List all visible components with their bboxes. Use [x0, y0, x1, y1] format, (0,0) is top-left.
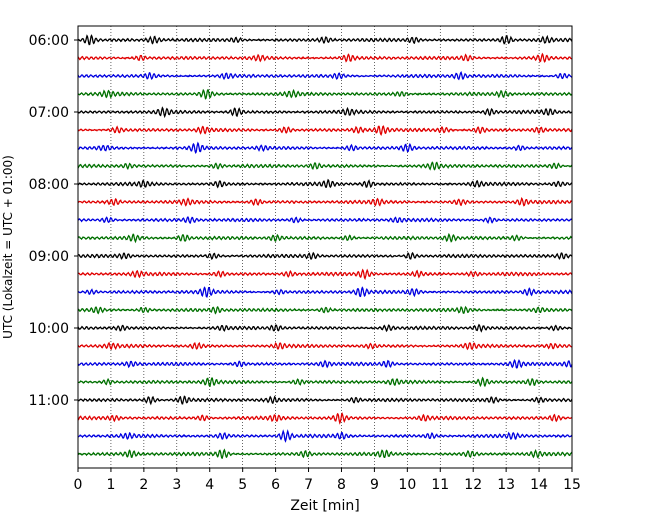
x-tick-label: 10 — [398, 477, 416, 493]
seismic-traces — [77, 34, 573, 459]
trace-line — [77, 359, 573, 369]
trace-line — [77, 141, 573, 155]
x-tick-label: 0 — [74, 477, 83, 493]
trace-line — [77, 178, 573, 189]
trace-line — [77, 268, 573, 281]
y-tick-label: 10:00 — [29, 321, 69, 337]
x-tick-label: 5 — [238, 477, 247, 493]
x-tick-label: 15 — [563, 477, 581, 493]
x-tick-label: 2 — [139, 477, 148, 493]
x-tick-label: 7 — [304, 477, 313, 493]
trace-line — [77, 216, 573, 224]
trace-line — [78, 125, 573, 137]
x-tick-label: 6 — [271, 477, 280, 493]
x-tick-label: 3 — [172, 477, 181, 493]
y-axis-label: UTC (Lokalzeit = UTC + 01:00) — [1, 155, 15, 339]
trace-line — [77, 161, 573, 171]
y-axis-ticks: 06:00 07:00 08:00 09:00 10:00 11:00 — [29, 33, 78, 409]
y-tick-label: 07:00 — [29, 105, 69, 121]
plot-frame — [77, 25, 573, 469]
trace-line — [77, 305, 573, 315]
x-tick-label: 11 — [431, 477, 449, 493]
x-axis-label: Zeit [min] — [290, 498, 359, 514]
x-tick-label: 1 — [106, 477, 115, 493]
x-tick-label: 8 — [337, 477, 346, 493]
trace-line — [77, 197, 573, 207]
trace-line — [77, 395, 573, 406]
y-tick-label: 09:00 — [29, 249, 69, 265]
trace-line — [77, 34, 573, 46]
trace-line — [77, 448, 573, 459]
trace-line — [77, 411, 573, 425]
y-tick-label: 06:00 — [29, 33, 69, 49]
y-tick-label: 08:00 — [29, 177, 69, 193]
trace-line — [78, 88, 573, 100]
trace-line — [77, 106, 573, 119]
trace-line — [77, 251, 573, 260]
x-tick-label: 12 — [464, 477, 482, 493]
trace-line — [77, 70, 573, 81]
x-tick-label: 9 — [370, 477, 379, 493]
x-tick-label: 13 — [497, 477, 515, 493]
trace-line — [77, 429, 573, 443]
trace-line — [78, 376, 573, 388]
y-tick-label: 11:00 — [29, 393, 69, 409]
x-axis-ticks: 0 1 2 3 4 5 6 7 8 9 10 11 12 13 14 15 — [74, 468, 581, 493]
trace-line — [77, 323, 573, 333]
trace-line — [77, 341, 573, 351]
x-tick-label: 14 — [530, 477, 548, 493]
trace-line — [77, 286, 573, 298]
trace-line — [77, 52, 573, 63]
x-tick-label: 4 — [205, 477, 214, 493]
trace-line — [77, 232, 573, 244]
